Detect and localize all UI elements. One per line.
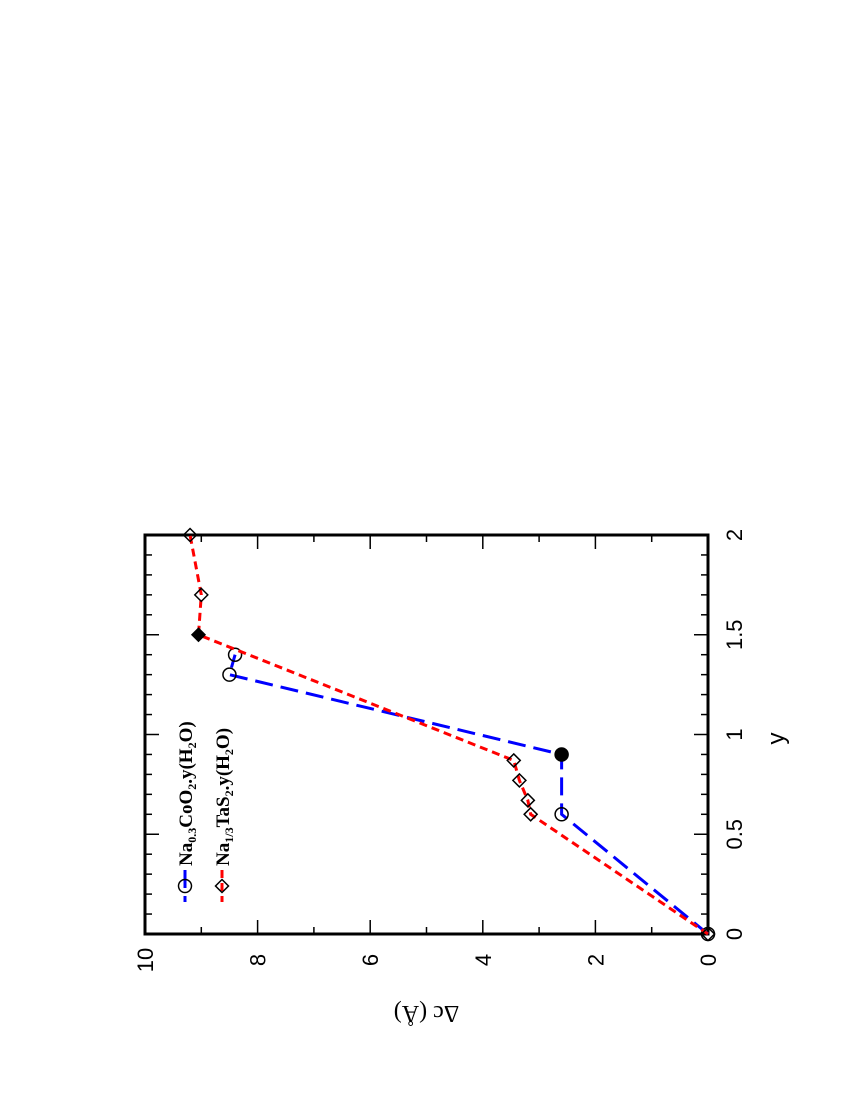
data-point <box>700 926 716 942</box>
legend-label-part: 0.3 <box>185 828 199 843</box>
legend-label-part: 2 <box>185 784 199 790</box>
legend-label-part: .y(H <box>213 755 234 791</box>
x-axis-label: y <box>763 733 790 745</box>
x-tick-label: 0 <box>722 928 747 940</box>
legend-label-part: O) <box>213 728 234 749</box>
series-line-1 <box>227 654 709 936</box>
x-tick-label: 1 <box>722 728 747 740</box>
y-tick-label: 10 <box>133 948 158 972</box>
legend-label-2: Na1/3TaS2.y(H2O) <box>213 728 236 866</box>
data-point <box>193 587 209 603</box>
legend-label-part: O) <box>176 721 197 742</box>
y-tick-label: 2 <box>583 954 608 966</box>
x-tick-label: 2 <box>722 529 747 541</box>
y-tick-label: 4 <box>471 954 496 966</box>
y-axis-label: Δc (Å) <box>394 1000 459 1026</box>
data-point <box>520 792 536 808</box>
legend-label-part: 1/3 <box>222 827 236 842</box>
legend-label-part: Na <box>213 842 234 866</box>
legend-label-part: CoO <box>176 790 197 828</box>
legend-label-part: 2 <box>185 742 199 748</box>
legend-label-part: Na <box>176 842 197 866</box>
legend-label-part: TaS <box>213 796 234 827</box>
data-point <box>554 747 569 762</box>
data-point <box>511 772 527 788</box>
legend-label-part: 2 <box>222 749 236 755</box>
x-tick-label: 0.5 <box>722 819 747 850</box>
legend-marker <box>177 878 193 894</box>
data-point <box>554 807 569 822</box>
legend-marker <box>214 878 230 894</box>
legend-label-part: .y(H <box>176 748 197 784</box>
data-point <box>523 806 539 822</box>
legend-label-part: 2 <box>222 790 236 796</box>
y-tick-label: 8 <box>246 954 271 966</box>
data-point <box>222 667 237 682</box>
data-point <box>190 627 207 643</box>
data-point <box>227 647 243 662</box>
y-tick-label: 0 <box>696 954 721 966</box>
x-tick-label: 1.5 <box>722 619 747 650</box>
data-point <box>182 527 198 543</box>
data-point <box>506 752 522 768</box>
legend-label-1: Na0.3CoO2.y(H2O) <box>176 721 199 866</box>
y-tick-label: 6 <box>358 954 383 966</box>
series-line-2 <box>188 534 709 936</box>
